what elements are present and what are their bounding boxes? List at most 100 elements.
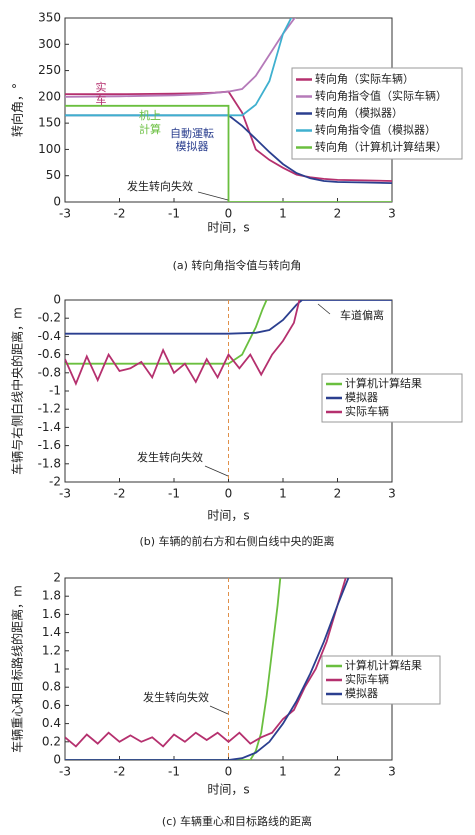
legend-box xyxy=(321,655,441,705)
x-tick-label: 0 xyxy=(225,487,233,501)
x-tick-label: 2 xyxy=(334,487,342,501)
y-tick-label: 0.4 xyxy=(42,716,61,730)
y-tick-label: -0.8 xyxy=(38,365,61,379)
y-tick-label: 2 xyxy=(53,571,61,585)
leader-line xyxy=(204,465,229,477)
legend-label: 实际车辆 xyxy=(345,672,389,686)
legend-label: 实际车辆 xyxy=(345,404,389,418)
x-tick-label: 3 xyxy=(388,765,396,779)
legend-box xyxy=(321,373,463,423)
annotation: 自動運転 xyxy=(170,126,214,140)
y-tick-label: 0 xyxy=(53,293,61,307)
y-tick-label: 1.8 xyxy=(42,589,61,603)
y-tick-label: 0.2 xyxy=(42,734,61,748)
legend-box xyxy=(291,67,463,160)
y-tick-label: -0.4 xyxy=(38,329,61,343)
legend-label: 转向角（模拟器） xyxy=(315,106,403,120)
x-tick-label: 3 xyxy=(388,487,396,501)
legend-label: 模拟器 xyxy=(345,686,378,700)
x-tick-label: 0 xyxy=(225,207,233,221)
y-tick-label: 1.6 xyxy=(42,607,61,621)
y-tick-label: 1 xyxy=(53,662,61,676)
y-tick-label: 0.8 xyxy=(42,680,61,694)
series-line xyxy=(65,104,392,202)
legend-label: 转向角指令值（模拟器） xyxy=(315,123,436,137)
x-tick-label: 3 xyxy=(388,207,396,221)
y-tick-label: 0 xyxy=(53,753,61,767)
y-tick-label: 1.2 xyxy=(42,643,61,657)
y-tick-label: -1.6 xyxy=(38,438,61,452)
series-line xyxy=(65,300,301,387)
y-tick-label: -1.4 xyxy=(38,420,61,434)
x-tick-label: 2 xyxy=(334,765,342,779)
annotation: 实 xyxy=(96,80,107,94)
series-line xyxy=(65,90,392,182)
series-line xyxy=(65,578,350,760)
y-tick-label: 250 xyxy=(38,63,61,77)
annotation: 车 xyxy=(96,93,107,107)
y-axis-label: 转向角，° xyxy=(10,83,25,137)
y-tick-label: 150 xyxy=(38,116,61,130)
series-line xyxy=(65,18,296,98)
y-tick-label: -1.2 xyxy=(38,402,61,416)
series-line xyxy=(65,300,268,365)
y-tick-label: 50 xyxy=(46,168,61,182)
leader-line xyxy=(197,191,229,201)
y-axis-label: 车辆与右侧白线中央的距离，m xyxy=(10,307,25,475)
x-tick-label: -1 xyxy=(168,487,180,501)
y-tick-label: 200 xyxy=(38,89,61,103)
legend-label: 转向角（计算机计算结果） xyxy=(315,140,447,154)
series-line xyxy=(65,300,392,335)
y-tick-label: -2 xyxy=(49,475,61,489)
annotation: 发生转向失效 xyxy=(127,179,193,193)
y-tick-label: 300 xyxy=(38,37,61,51)
y-tick-label: -1 xyxy=(49,384,61,398)
y-tick-label: -0.6 xyxy=(38,347,61,361)
x-tick-label: 1 xyxy=(279,207,287,221)
x-tick-label: 1 xyxy=(279,487,287,501)
series-line xyxy=(65,578,282,760)
caption: (b) 车辆的前右方和右侧白线中央的距离 xyxy=(139,534,334,548)
y-tick-label: 100 xyxy=(38,142,61,156)
x-tick-label: -3 xyxy=(59,765,71,779)
series-line xyxy=(65,578,347,748)
annotation: 发生转向失效 xyxy=(143,690,209,704)
annotation: 机上 xyxy=(139,108,161,122)
leader-line xyxy=(209,705,229,715)
y-tick-label: 350 xyxy=(38,11,61,25)
annotation: 发生转向失效 xyxy=(137,450,203,464)
series-line xyxy=(65,18,293,117)
y-axis-label: 车辆重心和目标路线的距离，m xyxy=(10,585,25,753)
x-tick-label: -1 xyxy=(168,765,180,779)
plot-lines xyxy=(65,18,392,202)
x-tick-label: -2 xyxy=(114,765,126,779)
x-axis-label: 时间，s xyxy=(207,221,249,235)
caption: (a) 转向角指令值与转向角 xyxy=(173,258,302,272)
x-tick-label: 2 xyxy=(334,207,342,221)
caption: (c) 车辆重心和目标路线的距离 xyxy=(162,814,312,828)
annotation: 车道偏离 xyxy=(340,308,384,322)
legend-label: 转向角指令值（实际车辆） xyxy=(315,89,447,103)
x-axis-label: 时间，s xyxy=(207,783,249,797)
x-axis-label: 时间，s xyxy=(207,509,249,523)
y-tick-label: -0.2 xyxy=(38,311,61,325)
x-tick-label: -2 xyxy=(114,207,126,221)
legend-label: 计算机计算结果 xyxy=(345,376,422,390)
x-tick-label: -1 xyxy=(168,207,180,221)
legend-label: 转向角（实际车辆） xyxy=(315,72,414,86)
x-tick-label: -3 xyxy=(59,207,71,221)
annotation: 模拟器 xyxy=(176,139,209,153)
leader-line xyxy=(317,303,331,315)
y-tick-label: 0.6 xyxy=(42,698,61,712)
y-tick-label: 0 xyxy=(53,195,61,209)
annotation: 計算 xyxy=(139,122,161,136)
x-tick-label: -3 xyxy=(59,487,71,501)
y-tick-label: 1.4 xyxy=(42,625,61,639)
y-tick-label: -1.8 xyxy=(38,456,61,470)
legend-label: 计算机计算结果 xyxy=(345,658,422,672)
plot-lines xyxy=(65,578,350,760)
plot-lines xyxy=(65,300,392,387)
x-tick-label: 1 xyxy=(279,765,287,779)
x-tick-label: 0 xyxy=(225,765,233,779)
